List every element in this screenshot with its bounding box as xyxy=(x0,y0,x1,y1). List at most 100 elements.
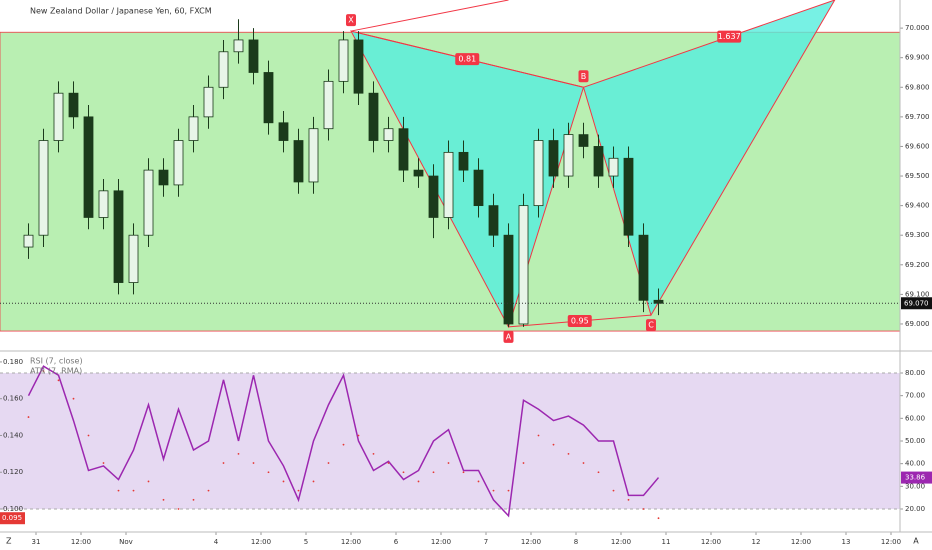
atr-dot xyxy=(642,508,645,510)
ratio-label: 0.81 xyxy=(458,55,476,64)
candle-body xyxy=(68,92,79,118)
x-tick-label: 12:00 xyxy=(611,538,631,546)
atr-dot xyxy=(462,471,465,474)
y-tick-label: 69.500 xyxy=(905,172,930,180)
atr-dot xyxy=(57,379,60,382)
atr-dot xyxy=(597,471,600,474)
x-tick-label: 12:00 xyxy=(791,538,811,546)
atr-dot xyxy=(492,489,495,492)
atr-dot xyxy=(417,480,420,483)
pattern-point-badge xyxy=(646,319,656,332)
candle-body xyxy=(458,151,469,171)
x-tick-label: 12:00 xyxy=(881,538,901,546)
candle-body xyxy=(623,157,634,236)
rsi-line xyxy=(27,365,660,518)
y-tick-label: 69.800 xyxy=(905,83,930,91)
y-left-tick-label: 0.180 xyxy=(3,358,23,366)
pattern-point-label: X xyxy=(348,16,354,25)
candle-body xyxy=(428,175,439,218)
y-tick-label: 69.200 xyxy=(905,261,930,269)
atr-dot xyxy=(237,452,240,455)
pattern-projection xyxy=(350,0,509,32)
x-tick-label: 12 xyxy=(752,538,761,546)
rsi-badge-label: 33.86 xyxy=(905,474,926,482)
atr-dot xyxy=(42,370,45,373)
y-right-tick-label: 40.00 xyxy=(905,460,925,468)
pattern-point-label: B xyxy=(581,72,587,81)
candle-body xyxy=(98,190,109,218)
x-tick-label: 31 xyxy=(32,538,41,546)
rsi-badge xyxy=(901,471,932,484)
candle-body xyxy=(488,205,499,236)
y-left-tick-label: 0.100 xyxy=(3,505,23,513)
y-tick-label: 69.300 xyxy=(905,231,930,239)
y-left-tick-label: 0.140 xyxy=(3,431,23,439)
atr-dot xyxy=(162,498,165,501)
candle-body xyxy=(503,234,514,325)
candle-body xyxy=(578,134,589,147)
y-right-tick-label: 80.00 xyxy=(905,369,925,377)
y-tick-label: 69.600 xyxy=(905,142,930,150)
price-badge-label: 69.070 xyxy=(904,299,929,307)
candle-body xyxy=(278,122,289,141)
rsi-band xyxy=(0,372,900,509)
toolbar-right[interactable]: A xyxy=(913,537,919,546)
candle-body xyxy=(263,72,274,124)
candle-body xyxy=(128,234,139,283)
atr-dot xyxy=(222,462,225,464)
candle-body xyxy=(473,169,484,207)
y-right-tick-label: 70.00 xyxy=(905,392,925,400)
candle-body xyxy=(173,140,184,186)
candle-body xyxy=(23,234,34,248)
x-tick-label: Nov xyxy=(119,538,133,546)
candle-body xyxy=(368,92,379,141)
atr-dot xyxy=(612,489,615,492)
atr-dot xyxy=(447,462,450,464)
y-tick-label: 69.100 xyxy=(905,290,930,298)
x-tick-label: 12:00 xyxy=(71,538,91,546)
atr-dot xyxy=(267,471,270,474)
x-tick-label: 8 xyxy=(574,538,578,546)
atr-dot xyxy=(567,452,570,455)
candle-body xyxy=(308,128,319,183)
atr-dot xyxy=(342,443,345,446)
candle-body xyxy=(188,116,199,141)
pattern-point-badge xyxy=(578,70,589,83)
y-tick-label: 70.000 xyxy=(905,24,930,32)
atr-dot xyxy=(282,480,285,483)
atr-dot xyxy=(312,480,315,483)
axes: 69.000 69.100 69.200 69.300 69.400 69.500 69.6… xyxy=(0,24,932,546)
ratio-badge xyxy=(455,53,480,66)
atr-dot xyxy=(357,434,360,437)
candle-body xyxy=(593,146,604,177)
atr-badge-label: 0.095 xyxy=(2,514,22,522)
atr-dot xyxy=(627,498,630,501)
x-tick-label: 12:00 xyxy=(431,538,451,546)
x-tick-label: 6 xyxy=(394,538,399,546)
candle-body xyxy=(548,140,559,177)
candle-body xyxy=(563,134,574,177)
atr-dot xyxy=(372,452,375,455)
x-tick-label: 7 xyxy=(484,538,488,546)
pattern-point-label: A xyxy=(506,332,512,341)
x-tick-label: 12:00 xyxy=(341,538,361,546)
candle-body xyxy=(353,39,364,94)
atr-dot xyxy=(387,462,390,464)
atr-dot xyxy=(582,462,585,464)
candle-body xyxy=(323,80,334,130)
price-pane: X A B C 0.81 0.95 1.637 xyxy=(0,0,900,343)
atr-dot xyxy=(522,462,525,464)
atr-dot xyxy=(552,443,555,446)
ratio-badge xyxy=(567,315,592,328)
pattern-point-label: C xyxy=(648,321,654,330)
y-tick-label: 69.900 xyxy=(905,54,930,62)
atr-dot xyxy=(477,480,480,483)
y-right-tick-label: 60.00 xyxy=(905,414,925,422)
x-tick-label: 4 xyxy=(214,538,219,546)
atr-dot xyxy=(657,517,660,520)
candle-body xyxy=(293,140,304,183)
x-tick-label: 12:00 xyxy=(521,538,541,546)
y-tick-label: 69.000 xyxy=(905,320,930,328)
toolbar-left[interactable]: Z xyxy=(6,537,12,546)
